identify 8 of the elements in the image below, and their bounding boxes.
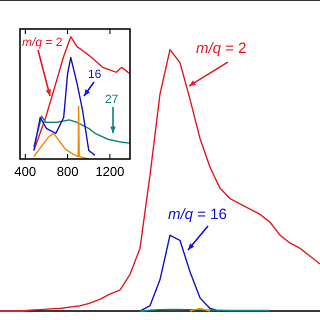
x-tick-label: 800 xyxy=(56,164,78,179)
x-tick-label: 400 xyxy=(14,164,36,179)
annotation: 16 xyxy=(88,67,102,81)
annotation: m/q = 2 xyxy=(196,40,246,57)
x-tick-label: 1200 xyxy=(95,164,124,179)
annotation: 27 xyxy=(105,92,119,106)
annotation: m/q = 2 xyxy=(22,35,63,49)
annotation: m/q = 16 xyxy=(168,206,227,223)
